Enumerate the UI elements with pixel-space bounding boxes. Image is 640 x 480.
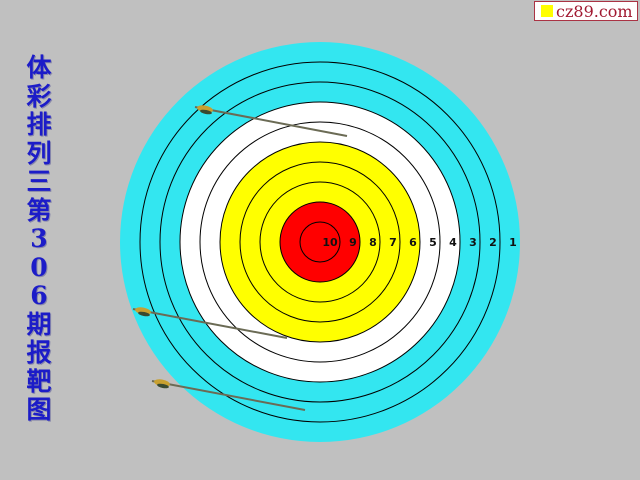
title-char: 彩 [26,81,52,111]
ring-number-label: 2 [489,236,497,249]
arrow-fletching-shadow [157,383,169,389]
arrow [132,307,288,339]
arrow-shaft [194,106,348,137]
logo-text: cz89.com [556,1,633,21]
ring-number-label: 5 [429,236,437,249]
arrow-shaft [151,380,306,411]
title-char: 期 [26,309,52,339]
title-char: 第 [26,195,52,225]
ring-number-label: 10 [322,236,338,249]
title-char: 列 [26,138,52,168]
ring-number-label: 9 [349,236,357,249]
title-char: 3 [30,224,48,253]
ring-number-label: 1 [509,236,517,249]
title-char: 图 [26,395,52,424]
ring-number-label: 6 [409,236,417,249]
title-char: 报 [26,338,52,367]
ring-number-label: 7 [389,236,397,249]
title-char: 三 [26,167,52,196]
ring-number-label: 8 [369,236,377,249]
ring-number-label: 3 [469,236,477,249]
arrow [194,105,348,137]
logo-square-icon [541,5,553,17]
title-char: 0 [30,252,48,282]
arrow-shaft [132,308,288,339]
vertical-title: 体 彩 排 列 三 第 3 0 6 期 报 靶 图 [22,53,56,425]
title-char: 靶 [26,366,52,396]
ring-10 [299,221,341,263]
arrow-fletching-shadow [138,311,150,317]
title-char: 6 [30,281,48,310]
site-logo[interactable]: cz89.com [534,1,638,21]
title-char: 排 [26,110,52,139]
ring-number-label: 4 [449,236,457,249]
arrow-fletching-shadow [200,109,212,115]
arrow [151,379,306,411]
title-char: 体 [26,53,52,82]
